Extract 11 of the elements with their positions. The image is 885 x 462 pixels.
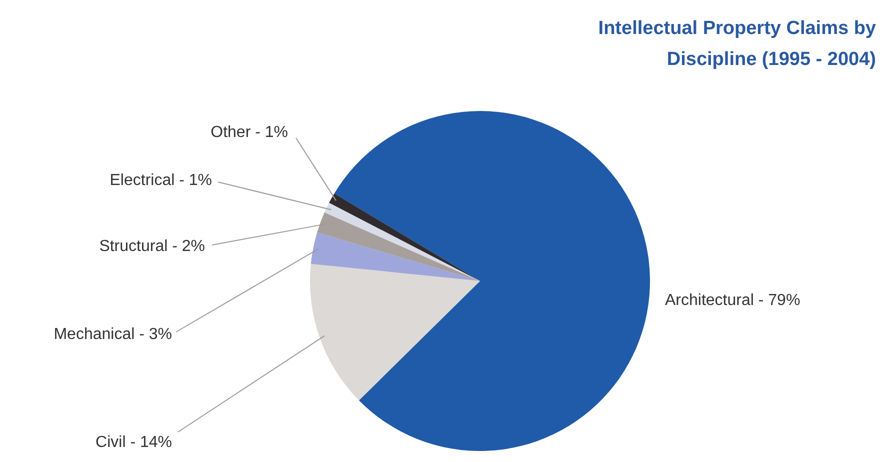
slice-label: Mechanical - 3%: [54, 326, 172, 343]
slice-label: Structural - 2%: [99, 238, 205, 255]
chart-title: Intellectual Property Claims by Discipline (1995 - 2004): [598, 18, 876, 70]
slice-label: Architectural - 79%: [665, 292, 800, 309]
pie-slice: [317, 212, 480, 281]
slice-label: Civil - 14%: [96, 434, 172, 451]
pie-slice: [310, 232, 480, 281]
slice-label: Other - 1%: [210, 124, 288, 141]
slice-label: Electrical - 1%: [110, 172, 212, 189]
pie-slice: [334, 111, 650, 451]
pie-slice: [310, 264, 480, 400]
